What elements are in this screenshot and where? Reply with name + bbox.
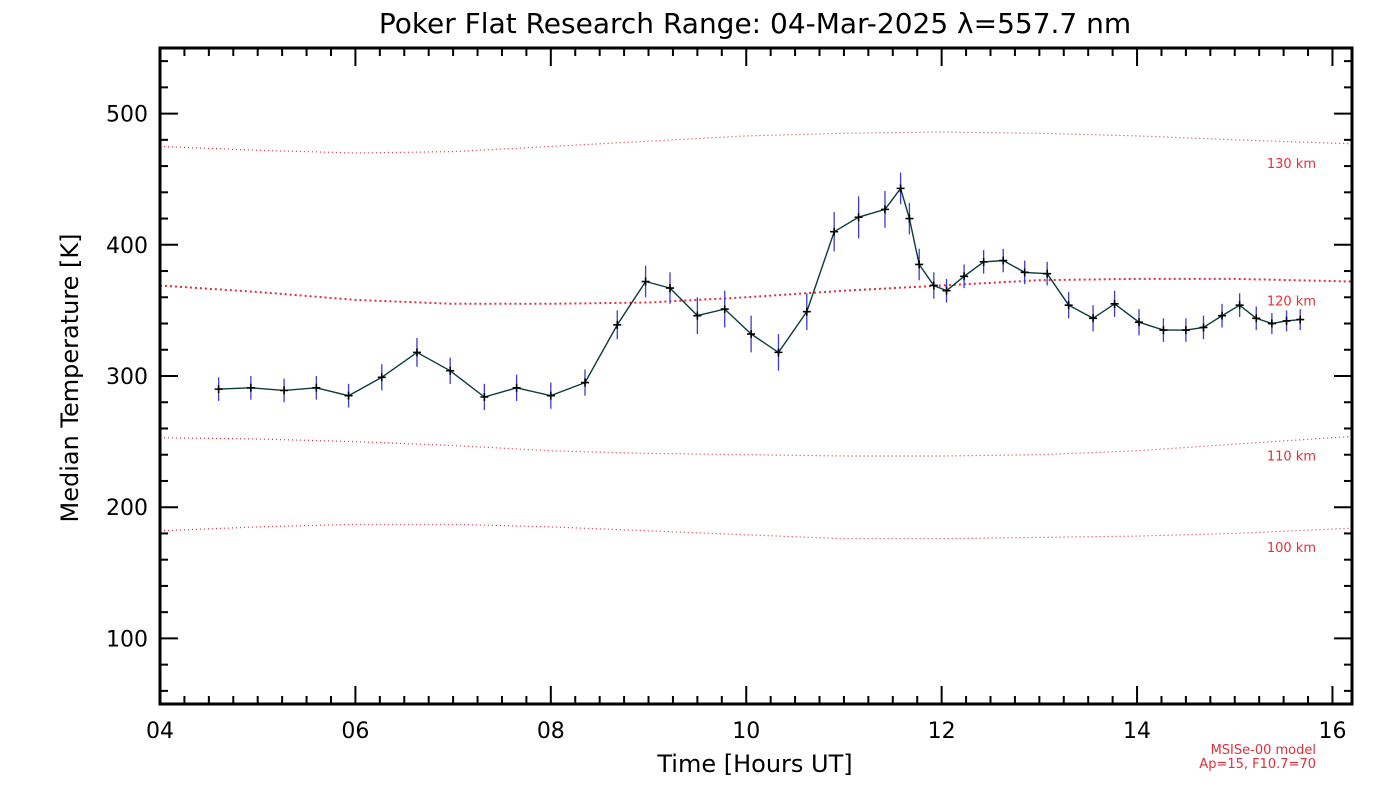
data-point <box>1252 314 1261 323</box>
y-tick-label: 300 <box>106 365 148 390</box>
data-point <box>1020 268 1029 277</box>
data-point <box>1218 311 1227 320</box>
data-point <box>666 284 675 293</box>
series-line <box>218 186 1301 398</box>
data-point <box>280 386 289 395</box>
data-point <box>214 385 223 394</box>
data-point <box>915 260 924 269</box>
data-point <box>929 281 938 290</box>
data-point <box>641 277 650 286</box>
data-point <box>1110 299 1119 308</box>
data-point <box>1159 326 1168 335</box>
data-point <box>960 272 969 281</box>
model-curve <box>159 131 1353 154</box>
data-point <box>546 391 555 400</box>
model-curves: 130 km 120 km 110 km 100 km <box>159 131 1353 556</box>
x-tick-label: 16 <box>1318 719 1346 744</box>
data-point <box>830 227 839 236</box>
data-point <box>1282 316 1291 325</box>
data-point <box>412 348 421 357</box>
data-point <box>720 305 729 314</box>
data-point <box>480 392 489 401</box>
data-point <box>774 348 783 357</box>
data-point <box>1267 319 1276 328</box>
model-curve-label: 120 km <box>1267 295 1316 310</box>
x-tick-label: 06 <box>341 719 369 744</box>
model-footer-line2: Ap=15, F10.7=70 <box>1199 757 1316 772</box>
y-tick-label: 200 <box>106 496 148 521</box>
model-curve <box>159 435 1353 457</box>
data-point <box>905 214 914 223</box>
axis-ticks: 04 06 08 10 12 14 16 100 200 300 400 500 <box>106 48 1352 744</box>
data-point <box>693 311 702 320</box>
x-tick-label: 04 <box>146 719 174 744</box>
data-point <box>854 213 863 222</box>
data-point <box>1235 301 1244 310</box>
data-point <box>1181 326 1190 335</box>
x-axis-title: Time [Hours UT] <box>656 750 852 778</box>
x-tick-label: 14 <box>1123 719 1151 744</box>
model-curve-label: 110 km <box>1267 449 1316 464</box>
y-tick-label: 100 <box>106 627 148 652</box>
x-tick-label: 12 <box>928 719 956 744</box>
model-footer-line1: MSISe-00 model <box>1211 743 1316 758</box>
chart-title: Poker Flat Research Range: 04-Mar-2025 λ… <box>379 7 1131 40</box>
data-point <box>802 307 811 316</box>
data-point <box>1089 314 1098 323</box>
data-point <box>446 366 455 375</box>
data-point <box>581 378 590 387</box>
data-point <box>613 320 622 329</box>
data-series <box>214 172 1305 411</box>
data-point <box>979 257 988 266</box>
data-point <box>1064 301 1073 310</box>
data-point <box>880 205 889 214</box>
data-point <box>1296 315 1305 324</box>
y-tick-label: 500 <box>106 103 148 128</box>
y-axis-title: Median Temperature [K] <box>56 233 84 522</box>
model-curve <box>159 277 1353 305</box>
data-point <box>999 256 1008 265</box>
y-tick-label: 400 <box>106 234 148 259</box>
model-curve-label: 130 km <box>1267 157 1316 172</box>
data-point <box>1199 323 1208 332</box>
data-point <box>1043 269 1052 278</box>
data-point <box>246 383 255 392</box>
model-curve-label: 100 km <box>1267 541 1316 556</box>
x-tick-label: 10 <box>732 719 760 744</box>
x-tick-label: 08 <box>537 719 565 744</box>
data-point <box>1135 318 1143 327</box>
model-curve <box>159 523 1353 540</box>
data-point <box>377 373 386 382</box>
data-point <box>896 184 905 193</box>
data-point <box>512 383 521 392</box>
data-point <box>747 330 756 339</box>
data-point <box>312 383 321 392</box>
plot-frame <box>158 46 1354 706</box>
data-point <box>344 391 353 400</box>
data-point <box>942 286 951 295</box>
